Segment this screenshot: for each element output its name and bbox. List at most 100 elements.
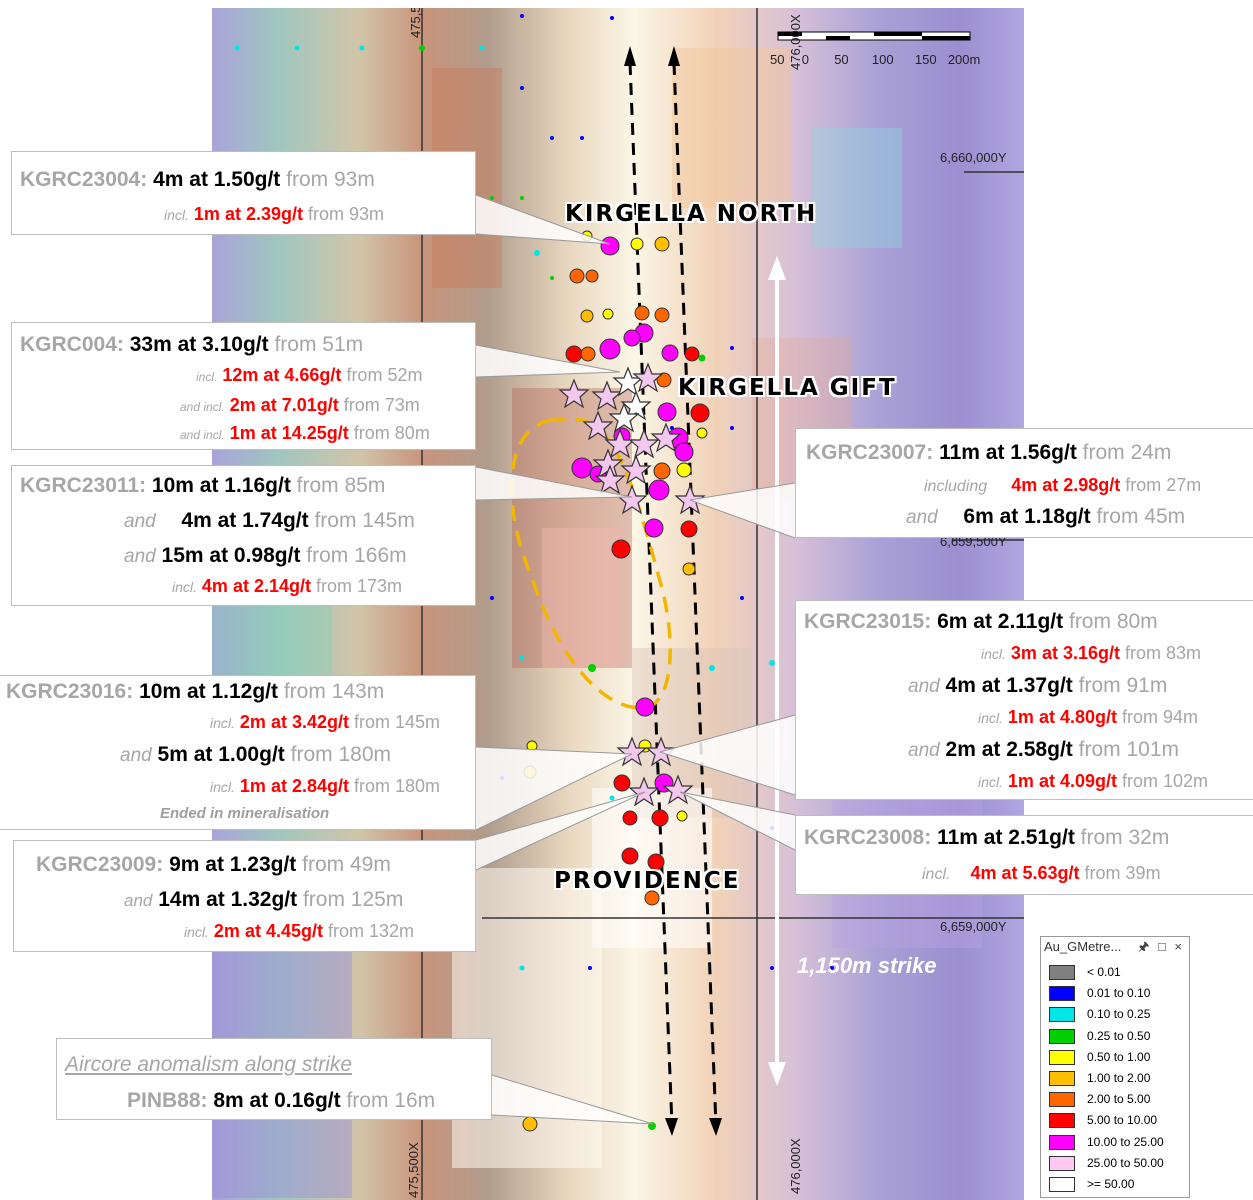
scale-label: 0	[801, 52, 809, 67]
and-prefix: and	[906, 507, 938, 528]
from-depth: from 49m	[302, 853, 391, 876]
legend-swatch	[1049, 1177, 1075, 1192]
hole-id: KGRC23011:	[20, 474, 147, 497]
and-prefix: and	[908, 740, 940, 761]
incl-prefix: and incl.	[180, 400, 225, 414]
scale-label: 50	[770, 52, 785, 67]
from-depth: from 173m	[315, 576, 403, 596]
legend-label: 0.25 to 0.50	[1087, 1028, 1151, 1043]
scale-label: 200m	[947, 52, 981, 67]
from-depth: from 52m	[346, 365, 423, 385]
legend-label: 0.01 to 0.10	[1087, 986, 1151, 1001]
callout-kgrc23008: KGRC23008: 11m at 2.51g/t from 32m incl.…	[795, 815, 1253, 895]
intercept: 11m at 1.56g/t	[939, 441, 1077, 464]
legend-label: 5.00 to 10.00	[1087, 1113, 1158, 1128]
from-depth: from 93m	[286, 168, 375, 191]
from-depth: from 80m	[1068, 610, 1158, 633]
prospect-kirgella-north: KIRGELLA NORTH	[565, 201, 818, 227]
from-depth: from 94m	[1121, 707, 1199, 727]
legend-label: 0.50 to 1.00	[1087, 1049, 1151, 1064]
legend-swatch	[1049, 1071, 1075, 1086]
legend-swatch	[1049, 1113, 1075, 1129]
legend-swatch	[1049, 1028, 1075, 1044]
legend-window-controls[interactable]: □ ×	[1152, 939, 1185, 954]
strike-label: 1,150m strike	[797, 953, 937, 978]
from-depth: from 39m	[1084, 863, 1161, 883]
incl-prefix: incl.	[184, 924, 209, 940]
legend-swatch	[1049, 986, 1075, 1002]
intercept: 4m at 1.37g/t	[945, 674, 1073, 697]
legend-panel[interactable]: Au_GMetre... 🖈 □ × < 0.01 0.01 to 0.10 0.1…	[1040, 936, 1190, 1198]
hole-id: PINB88:	[127, 1089, 208, 1112]
hole-id: KGRC23016:	[6, 680, 134, 703]
callout-pinb88: Aircore anomalism along strike PINB88: 8…	[56, 1038, 492, 1120]
intercept-incl: 4m at 2.98g/t	[1011, 475, 1121, 495]
and-prefix: and	[120, 745, 152, 766]
incl-prefix: incl.	[210, 779, 235, 795]
callout-kgrc23007: KGRC23007: 11m at 1.56g/t from 24m inclu…	[795, 428, 1253, 538]
legend-swatch	[1049, 1007, 1075, 1023]
callout-kgrc23016: KGRC23016: 10m at 1.12g/t from 143m incl…	[0, 675, 476, 830]
incl-prefix: incl.	[981, 646, 1006, 662]
from-depth: from 145m	[353, 712, 441, 732]
from-depth: from 132m	[327, 921, 415, 941]
incl-prefix: incl.	[978, 774, 1003, 790]
legend-controls[interactable]: 🖈 □ ×	[1137, 938, 1185, 960]
coord-x-left-top: 475,500X	[408, 8, 423, 38]
callout-kgrc23011: KGRC23011: 10m at 1.16g/t from 85m and 4…	[11, 465, 476, 606]
scale-label: 150	[914, 52, 937, 67]
intercept-incl: 3m at 3.16g/t	[1010, 643, 1120, 663]
intercept-incl: 1m at 14.25g/t	[229, 423, 349, 443]
intercept: 8m at 0.16g/t	[213, 1089, 341, 1112]
note-ended-in-mineralisation: Ended in mineralisation	[160, 805, 330, 822]
from-depth: from 83m	[1124, 643, 1202, 663]
intercept-incl: 1m at 4.80g/t	[1007, 707, 1117, 727]
coord-y-top: 6,660,000Y	[940, 150, 1007, 165]
incl-prefix: incl.	[210, 715, 235, 731]
from-depth: from 91m	[1078, 674, 1168, 697]
hole-id: KGRC23015:	[804, 610, 932, 633]
from-depth: from 16m	[346, 1089, 436, 1112]
legend-label: 1.00 to 2.00	[1087, 1071, 1151, 1085]
incl-prefix: incl.	[164, 207, 189, 223]
intercept: 4m at 1.50g/t	[153, 168, 281, 191]
including-prefix: including	[924, 478, 988, 495]
legend-label: 0.10 to 0.25	[1087, 1007, 1151, 1022]
and-prefix: and	[124, 546, 156, 567]
and-prefix: and	[124, 891, 153, 910]
legend-title: Au_GMetre...	[1044, 939, 1122, 954]
and-prefix: and	[124, 511, 156, 532]
intercept-incl: 4m at 5.63g/t	[970, 863, 1080, 883]
incl-prefix: incl.	[978, 710, 1003, 726]
from-depth: from 80m	[353, 423, 430, 443]
callout-kgrc23015: KGRC23015: 6m at 2.11g/t from 80m incl. …	[795, 600, 1253, 800]
intercept-incl: 1m at 4.09g/t	[1007, 771, 1117, 791]
legend-swatch	[1049, 1049, 1075, 1065]
intercept-incl: 1m at 2.39g/t	[193, 204, 303, 224]
from-depth: from 102m	[1121, 771, 1209, 791]
scale-bar-labels: 50 0 50 100 150 200m	[770, 52, 980, 67]
pin-icon[interactable]: 🖈	[1137, 939, 1153, 954]
intercept: 2m at 2.58g/t	[945, 738, 1073, 761]
from-depth: from 51m	[274, 333, 364, 356]
incl-prefix: incl.	[196, 370, 218, 384]
callout-kgrc23004: KGRC23004: 4m at 1.50g/t from 93m incl. …	[11, 151, 476, 235]
callout-kgrc004: KGRC004: 33m at 3.10g/t from 51m incl. 1…	[11, 322, 476, 450]
intercept: 6m at 1.18g/t	[963, 505, 1091, 528]
callout-kgrc23009: KGRC23009: 9m at 1.23g/t from 49m and 14…	[13, 840, 476, 952]
from-depth: from 145m	[314, 509, 415, 532]
hole-id: KGRC23008:	[804, 826, 932, 849]
and-prefix: and	[908, 676, 940, 697]
prospect-kirgella-gift: KIRGELLA GIFT	[678, 375, 897, 401]
intercept: 11m at 2.51g/t	[937, 826, 1075, 849]
from-depth: from 45m	[1096, 505, 1186, 528]
legend-swatch	[1049, 1092, 1075, 1108]
coord-x-left-bottom: 475,500X	[406, 1142, 421, 1198]
from-depth: from 180m	[353, 776, 441, 796]
from-depth: from 125m	[302, 888, 404, 911]
hole-id: KGRC23007:	[806, 441, 934, 464]
intercept-incl: 4m at 2.14g/t	[201, 576, 311, 596]
incl-prefix: incl.	[922, 866, 951, 883]
intercept-incl: 2m at 4.45g/t	[213, 921, 323, 941]
intercept-incl: 2m at 7.01g/t	[229, 395, 339, 415]
